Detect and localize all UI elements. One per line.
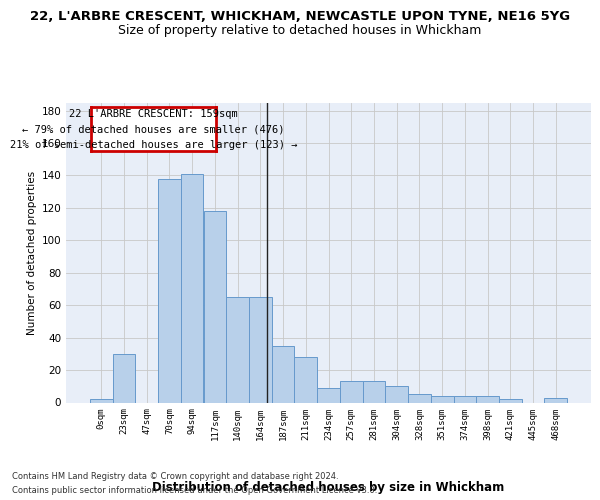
- Text: 22 L'ARBRE CRESCENT: 159sqm
← 79% of detached houses are smaller (476)
21% of se: 22 L'ARBRE CRESCENT: 159sqm ← 79% of det…: [10, 108, 297, 150]
- Bar: [203, 211, 226, 402]
- Bar: [431, 396, 454, 402]
- Bar: [317, 388, 340, 402]
- Bar: [362, 382, 385, 402]
- Bar: [181, 174, 203, 402]
- Bar: [385, 386, 408, 402]
- Bar: [544, 398, 567, 402]
- Y-axis label: Number of detached properties: Number of detached properties: [27, 170, 37, 334]
- Text: Contains HM Land Registry data © Crown copyright and database right 2024.: Contains HM Land Registry data © Crown c…: [12, 472, 338, 481]
- Bar: [408, 394, 431, 402]
- Bar: [295, 357, 317, 403]
- Bar: [113, 354, 136, 403]
- Text: Contains public sector information licensed under the Open Government Licence v3: Contains public sector information licen…: [12, 486, 377, 495]
- Bar: [249, 297, 272, 403]
- Bar: [340, 382, 362, 402]
- Bar: [226, 297, 249, 403]
- Bar: [476, 396, 499, 402]
- Text: 22, L'ARBRE CRESCENT, WHICKHAM, NEWCASTLE UPON TYNE, NE16 5YG: 22, L'ARBRE CRESCENT, WHICKHAM, NEWCASTL…: [30, 10, 570, 23]
- Bar: [499, 400, 521, 402]
- Text: Size of property relative to detached houses in Whickham: Size of property relative to detached ho…: [118, 24, 482, 37]
- Bar: [158, 178, 181, 402]
- Bar: [272, 346, 295, 403]
- Bar: [90, 400, 113, 402]
- X-axis label: Distribution of detached houses by size in Whickham: Distribution of detached houses by size …: [152, 482, 505, 494]
- Bar: [454, 396, 476, 402]
